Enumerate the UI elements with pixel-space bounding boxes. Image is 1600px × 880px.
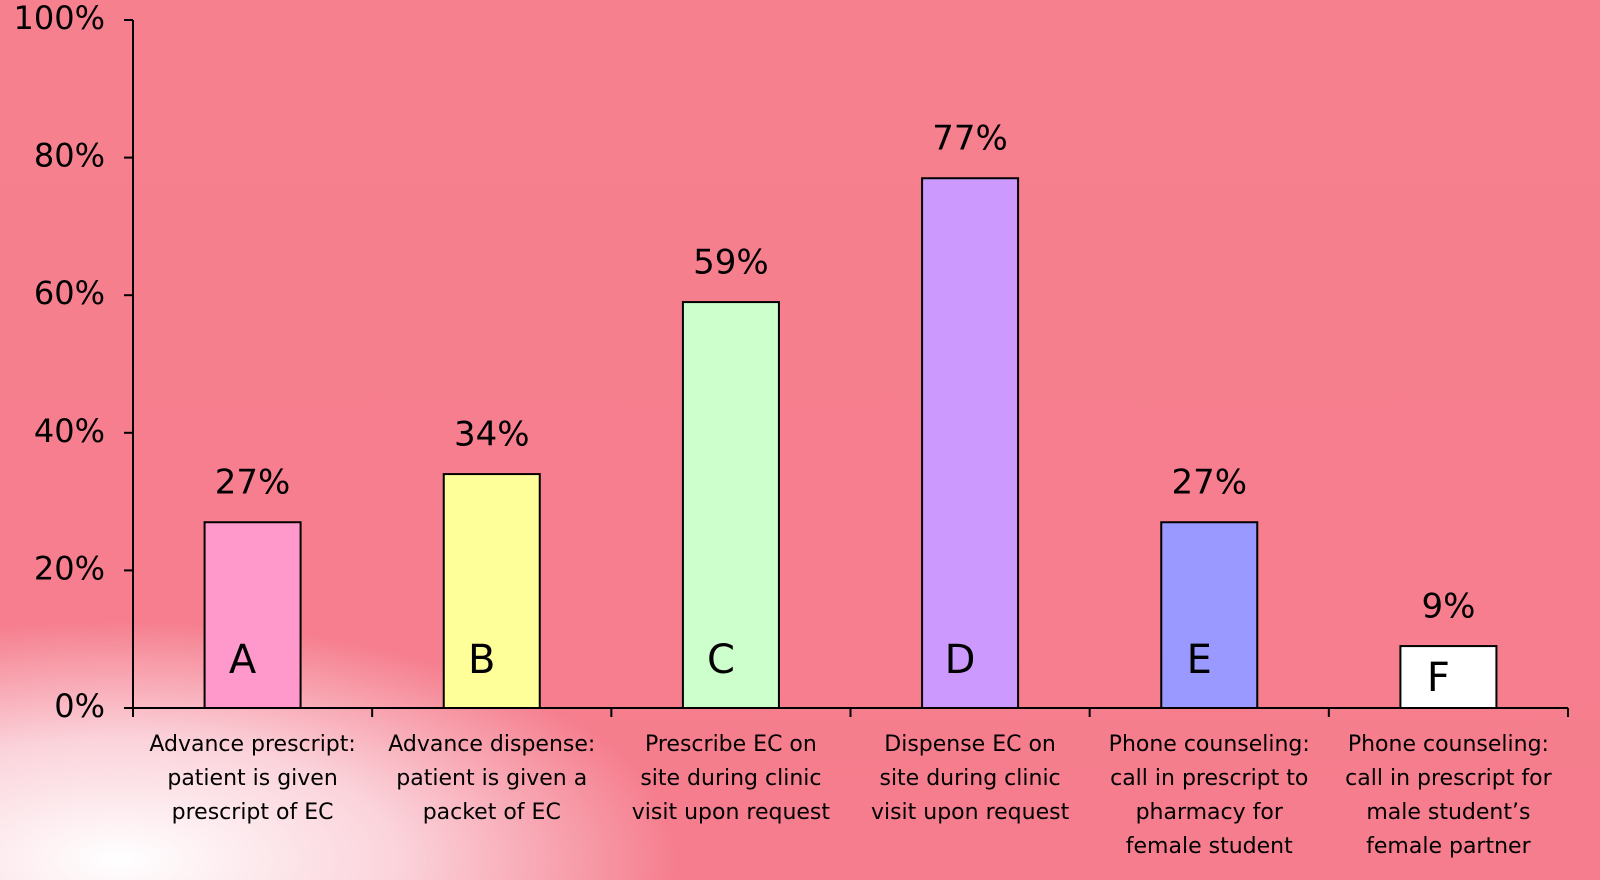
bar — [203, 521, 302, 709]
bar-letter: B — [468, 637, 495, 683]
x-tick-label: Advance dispense: patient is given a pac… — [388, 732, 596, 825]
bar — [1399, 645, 1498, 710]
value-label: 27% — [1171, 463, 1247, 503]
x-tick-label: Phone counseling: call in prescript for … — [1345, 732, 1552, 859]
value-label: 59% — [693, 243, 769, 283]
value-label: 34% — [454, 415, 530, 455]
bar — [442, 473, 541, 709]
value-label: 9% — [1421, 587, 1475, 627]
y-tick-label: 80% — [34, 137, 105, 175]
x-tick-label: Phone counseling: call in prescript to p… — [1108, 732, 1310, 859]
y-tick-label: 60% — [34, 274, 105, 312]
x-tick-label: Dispense EC on site during clinic visit … — [870, 732, 1070, 825]
bar-letter: A — [229, 637, 257, 683]
bar — [681, 301, 780, 709]
x-tick-label: Prescribe EC on site during clinic visit… — [631, 732, 831, 825]
y-tick-label: 100% — [14, 0, 105, 37]
bar — [1160, 521, 1259, 709]
bar-letter: E — [1187, 637, 1212, 683]
bar — [921, 177, 1020, 710]
bar-letter: F — [1427, 655, 1450, 701]
y-tick-label: 40% — [34, 412, 105, 450]
value-label: 27% — [215, 463, 291, 503]
y-tick-label: 20% — [34, 549, 105, 587]
x-tick-label: Advance prescript: patient is given pres… — [149, 732, 356, 825]
y-tick-label: 0% — [54, 687, 105, 725]
bar-letter: C — [707, 637, 735, 683]
value-label: 77% — [932, 119, 1008, 159]
bar-letter: D — [945, 637, 976, 683]
